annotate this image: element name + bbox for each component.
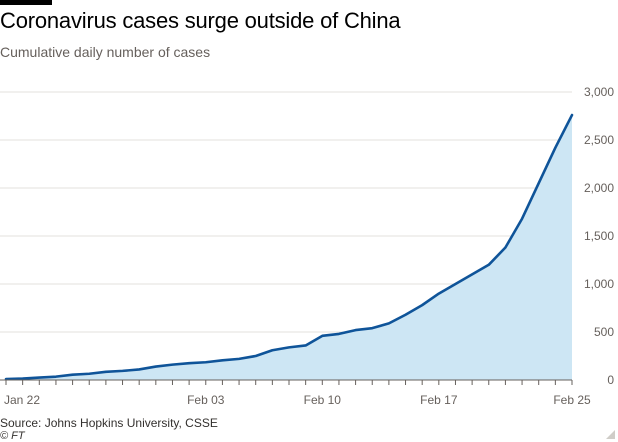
chart-subtitle: Cumulative daily number of cases bbox=[0, 44, 211, 60]
brand-bar bbox=[0, 0, 52, 5]
area-chart: 0 500 1,000 1,500 2,000 2,500 3,000 Jan 22 Feb … bbox=[0, 85, 614, 407]
data-point-2020-02-19 bbox=[471, 273, 473, 275]
data-point-2020-02-17 bbox=[438, 293, 440, 295]
data-point-2020-02-02 bbox=[188, 362, 190, 364]
y-tick-label-3000: 3,000 bbox=[584, 85, 614, 99]
y-axis-labels: 0 500 1,000 1,500 2,000 2,500 3,000 bbox=[584, 85, 614, 387]
y-tick-label-0: 0 bbox=[607, 373, 614, 387]
data-point-2020-01-25 bbox=[55, 376, 57, 378]
data-point-2020-02-12 bbox=[354, 329, 357, 331]
data-point-2020-02-10 bbox=[321, 335, 323, 337]
data-point-2020-02-07 bbox=[271, 349, 273, 351]
y-tick-label-1000: 1,000 bbox=[584, 277, 614, 291]
x-tick-label-feb-25: Feb 25 bbox=[553, 393, 591, 407]
data-point-2020-02-18 bbox=[454, 283, 457, 285]
data-point-2020-01-22 bbox=[5, 378, 7, 380]
x-axis-labels: Jan 22 Feb 03 Feb 10 Feb 17 Feb 25 bbox=[4, 393, 591, 407]
data-point-2020-02-16 bbox=[421, 304, 423, 306]
data-point-2020-02-22 bbox=[521, 218, 523, 220]
y-tick-label-1500: 1,500 bbox=[584, 229, 614, 243]
data-point-2020-02-13 bbox=[371, 327, 373, 329]
data-point-2020-01-29 bbox=[121, 370, 124, 372]
data-point-2020-02-09 bbox=[305, 344, 307, 347]
data-point-2020-01-28 bbox=[105, 371, 107, 373]
x-tick-label-feb-03: Feb 03 bbox=[187, 393, 225, 407]
x-axis bbox=[0, 379, 573, 385]
data-point-2020-01-31 bbox=[155, 365, 157, 368]
x-tick-label-feb-17: Feb 17 bbox=[420, 393, 458, 407]
data-point-2020-02-01 bbox=[171, 364, 174, 366]
data-point-2020-02-04 bbox=[221, 359, 224, 361]
data-point-2020-01-23 bbox=[22, 377, 24, 380]
data-point-2020-02-20 bbox=[488, 264, 490, 266]
chart-title: Coronavirus cases surge outside of China bbox=[0, 8, 401, 33]
data-point-2020-02-24 bbox=[554, 147, 556, 149]
y-tick-label-500: 500 bbox=[594, 325, 614, 339]
x-tick-label-feb-10: Feb 10 bbox=[304, 393, 342, 407]
source-note: Source: Johns Hopkins University, CSSE bbox=[0, 416, 218, 430]
data-point-2020-02-21 bbox=[504, 246, 507, 249]
x-tick-label-jan-22: Jan 22 bbox=[4, 393, 40, 407]
data-point-2020-01-27 bbox=[88, 373, 90, 375]
data-point-2020-02-15 bbox=[404, 314, 407, 316]
data-point-2020-02-03 bbox=[205, 361, 207, 363]
y-tick-label-2500: 2,500 bbox=[584, 133, 614, 147]
data-point-2020-01-26 bbox=[71, 374, 74, 376]
data-point-2020-01-24 bbox=[38, 377, 40, 379]
data-point-2020-02-08 bbox=[288, 346, 290, 348]
point-layer bbox=[5, 114, 573, 380]
data-point-2020-02-23 bbox=[538, 182, 540, 184]
credit-note: © FT bbox=[0, 430, 25, 442]
data-point-2020-01-30 bbox=[138, 368, 140, 371]
data-point-2020-02-05 bbox=[238, 358, 240, 360]
data-point-2020-02-25 bbox=[571, 114, 573, 116]
data-point-2020-02-06 bbox=[255, 355, 257, 357]
y-tick-label-2000: 2,000 bbox=[584, 181, 614, 195]
corner-marker bbox=[606, 430, 615, 439]
series-area bbox=[6, 115, 572, 380]
data-point-2020-02-11 bbox=[338, 333, 340, 335]
area-layer bbox=[6, 115, 572, 380]
data-point-2020-02-14 bbox=[388, 322, 390, 324]
